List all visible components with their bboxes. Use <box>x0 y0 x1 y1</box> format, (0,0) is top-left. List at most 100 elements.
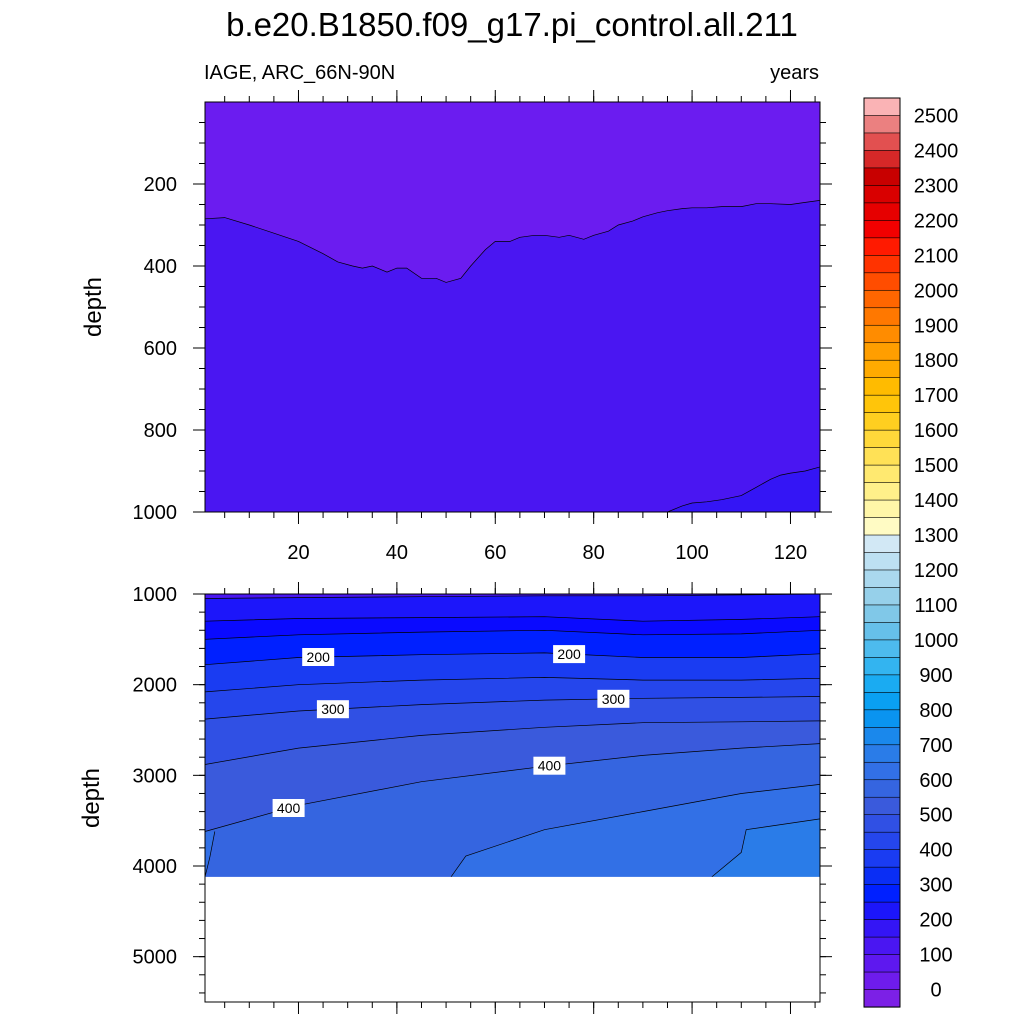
colorbar-label: 1700 <box>914 385 959 407</box>
colorbar-label: 2200 <box>914 210 959 232</box>
colorbar-label: 1200 <box>914 560 959 582</box>
colorbar-swatch <box>863 499 901 519</box>
colorbar-swatch <box>863 220 901 239</box>
contour-label-box <box>597 689 630 708</box>
contour-label: 200 <box>557 646 581 662</box>
colorbar-swatch <box>863 657 901 676</box>
xtick-label: 120 <box>774 542 807 564</box>
upper-ytick-label: 600 <box>144 338 177 360</box>
colorbar-label: 600 <box>919 770 952 792</box>
contour-label: 200 <box>307 649 331 665</box>
colorbar-swatch <box>863 429 901 449</box>
band-0-50 <box>205 102 820 283</box>
colorbar-swatch <box>863 919 901 938</box>
contour-label: 300 <box>602 691 626 707</box>
contour-line-lower-300 <box>204 696 821 720</box>
subtitle-variable: IAGE, ARC_66N-90N <box>204 62 396 84</box>
contour-label-box <box>316 700 349 719</box>
colorbar-swatch <box>863 971 901 991</box>
contour-line-lower-50 <box>204 593 821 599</box>
contour-label-group: 300 <box>597 689 630 708</box>
colorbar-swatch <box>863 901 901 921</box>
upper-ytick-label: 400 <box>144 256 177 278</box>
colorbar-swatch <box>863 552 901 571</box>
contour-line-lower-350 <box>204 720 821 765</box>
colorbar-label: 1800 <box>914 350 959 372</box>
colorbar-swatch <box>863 359 901 379</box>
colorbar-swatch <box>863 289 901 309</box>
colorbar-swatch <box>863 97 901 117</box>
band-100-150 <box>667 466 820 512</box>
colorbar-swatch <box>863 954 901 973</box>
colorbar-swatch <box>863 692 901 711</box>
contour-label-group: 400 <box>533 756 566 775</box>
contour-label-box <box>533 756 566 775</box>
xtick-label: 20 <box>287 542 309 564</box>
colorbar-label: 400 <box>919 840 952 862</box>
contour-label-group: 200 <box>553 645 586 664</box>
upper-panel: 200 400 600 800 1000 20 40 60 80 100 120 depth <box>80 90 832 564</box>
band-below-450 <box>451 784 820 877</box>
colorbar-swatch <box>863 447 901 466</box>
colorbar-swatch <box>863 744 901 763</box>
lower-ylabel: depth <box>78 768 105 828</box>
colorbar-swatch <box>863 482 901 501</box>
lower-panel: 200 200 300 300 400 400 1000 2000 3000 4000 5000 de… <box>78 582 832 1014</box>
contour-line-lower-200 <box>204 652 821 666</box>
contour-label: 300 <box>321 701 345 717</box>
contour-label-box <box>272 799 305 817</box>
colorbar-label: 0 <box>930 980 941 1002</box>
colorbar-label: 100 <box>919 945 952 967</box>
colorbar-label: 1000 <box>914 630 959 652</box>
contour-line-upper-100 <box>667 466 821 513</box>
colorbar-label: 2300 <box>914 175 959 197</box>
colorbar-label: 1600 <box>914 420 959 442</box>
colorbar-swatch <box>863 849 901 868</box>
contour-label-box <box>302 648 335 666</box>
colorbar-label: 1100 <box>914 595 957 617</box>
colorbar-swatch <box>863 237 901 256</box>
lower-ytick-label: 2000 <box>133 675 178 697</box>
contour-line-upper-50 <box>204 200 821 283</box>
colorbar-label: 1300 <box>914 525 959 547</box>
colorbar-swatch <box>863 167 901 187</box>
colorbar-swatch <box>863 779 901 798</box>
colorbar-label: 1500 <box>914 455 959 477</box>
xtick-label: 40 <box>386 542 408 564</box>
colorbar-swatch <box>863 394 901 414</box>
contour-line-lower-450 <box>204 831 216 877</box>
colorbar-swatch <box>863 709 901 728</box>
colorbar-label: 2100 <box>914 245 959 267</box>
contour-label-box <box>553 645 586 664</box>
colorbar-label: 2000 <box>914 280 959 302</box>
contour-line-lower-100 <box>204 616 821 622</box>
colorbar-swatch <box>863 831 901 851</box>
colorbar-swatch <box>863 412 901 431</box>
colorbar-swatch <box>863 377 901 396</box>
colorbar-swatch <box>863 727 901 746</box>
no-data-region <box>205 876 820 1002</box>
colorbar-label: 1900 <box>914 315 959 337</box>
colorbar-frame <box>863 97 901 1008</box>
lower-frame <box>204 593 821 1003</box>
colorbar-swatch <box>863 534 901 554</box>
chart-title: b.e20.B1850.f09_g17.pi_control.all.211 <box>226 6 798 43</box>
colorbar-swatch <box>863 814 901 833</box>
contour-label-group: 300 <box>316 700 349 719</box>
contour-line-lower-150 <box>204 629 821 640</box>
colorbar-swatch <box>863 587 901 606</box>
colorbar-swatch <box>863 622 901 641</box>
upper-ylabel: depth <box>80 277 107 337</box>
colorbar: 2500240023002200210020001900180017001600… <box>863 97 959 1008</box>
contour-line-lower-500 <box>711 818 821 878</box>
colorbar-label: 700 <box>919 735 952 757</box>
xtick-label: 60 <box>484 542 506 564</box>
colorbar-swatch <box>863 517 901 536</box>
colorbar-swatch <box>863 936 901 956</box>
contour-label-group: 200 <box>302 648 335 666</box>
colorbar-swatch <box>863 342 901 361</box>
colorbar-label: 300 <box>919 875 952 897</box>
colorbar-swatch <box>863 202 901 221</box>
colorbar-label: 500 <box>919 805 952 827</box>
